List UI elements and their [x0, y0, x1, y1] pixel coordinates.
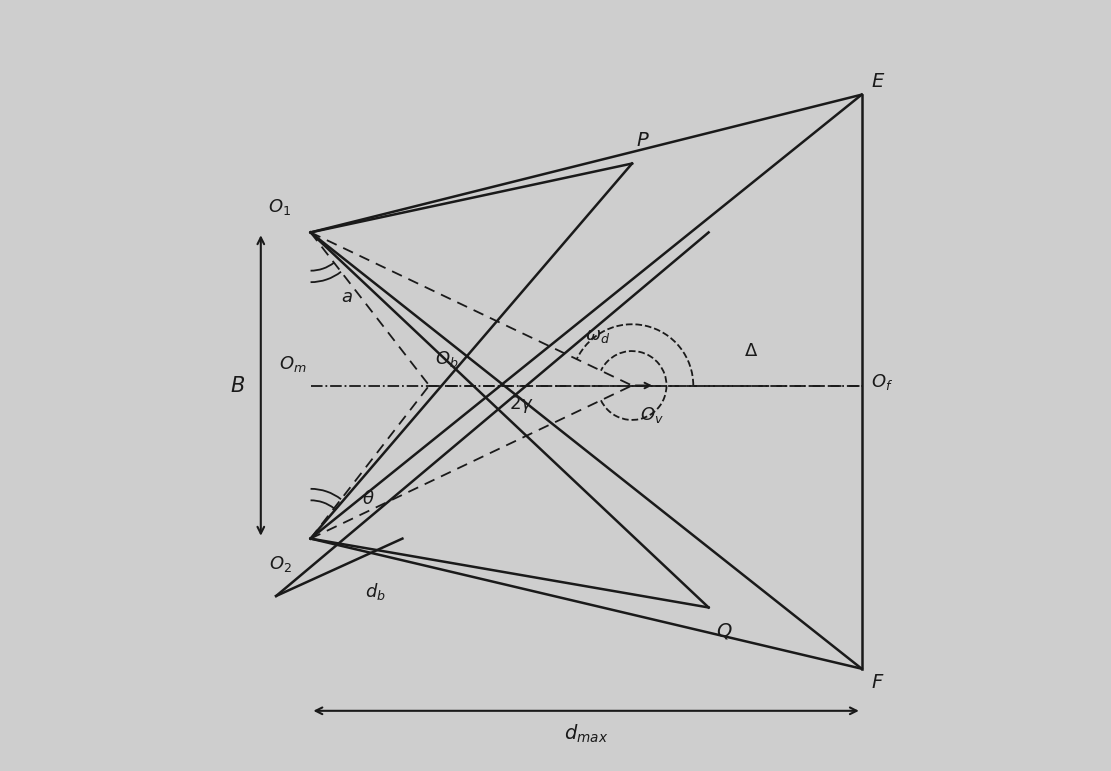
Text: $O_v$: $O_v$ [640, 405, 663, 425]
Text: $O_m$: $O_m$ [279, 354, 307, 374]
Text: $2\gamma$: $2\gamma$ [509, 394, 533, 415]
Text: $E$: $E$ [871, 72, 885, 91]
Text: $Q$: $Q$ [717, 621, 733, 641]
Text: $\omega_d$: $\omega_d$ [585, 327, 610, 345]
Text: $O_b$: $O_b$ [436, 348, 459, 369]
Text: $\theta$: $\theta$ [361, 490, 374, 508]
Text: $\Delta$: $\Delta$ [743, 342, 758, 360]
Text: $F$: $F$ [871, 672, 884, 692]
Text: $a$: $a$ [341, 288, 353, 307]
Text: $O_2$: $O_2$ [269, 554, 291, 574]
Text: $d_{max}$: $d_{max}$ [564, 722, 608, 745]
Text: $d_b$: $d_b$ [366, 581, 386, 601]
Text: $B$: $B$ [230, 375, 246, 396]
Text: $O_f$: $O_f$ [871, 372, 893, 392]
Text: $O_1$: $O_1$ [269, 197, 291, 217]
Text: $P$: $P$ [635, 131, 650, 150]
